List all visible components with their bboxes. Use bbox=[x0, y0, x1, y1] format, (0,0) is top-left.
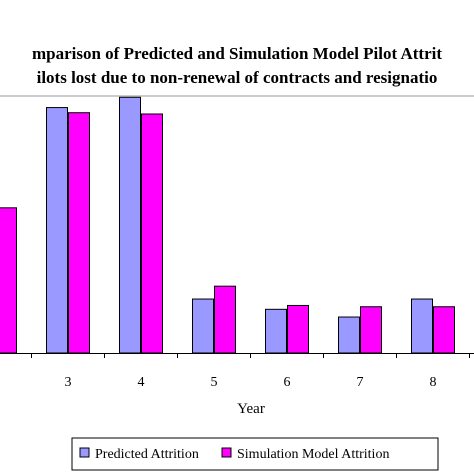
chart-title-line-1: mparison of Predicted and Simulation Mod… bbox=[32, 44, 442, 63]
bar-predicted-year-3 bbox=[46, 107, 68, 354]
legend-swatch-predicted bbox=[79, 447, 90, 458]
bar-simulation-year-8 bbox=[433, 306, 455, 354]
bar-simulation-year-3 bbox=[68, 112, 90, 354]
x-axis-tick-labels: 3456782 bbox=[65, 375, 437, 390]
bar-simulation-year-6 bbox=[287, 304, 309, 354]
bar-simulation-year-4 bbox=[141, 113, 163, 354]
bar-predicted-year-4 bbox=[119, 96, 141, 354]
x-tick-label-4: 4 bbox=[138, 375, 145, 390]
bar-predicted-year-8 bbox=[411, 298, 433, 354]
bar-predicted-year-5 bbox=[192, 298, 214, 354]
bar-simulation-year-7 bbox=[360, 306, 382, 354]
chart-title-line-2: ilots lost due to non-renewal of contrac… bbox=[37, 68, 438, 87]
x-axis-ticks bbox=[31, 353, 470, 358]
x-tick-label-3: 3 bbox=[65, 375, 72, 390]
x-tick-label-5: 5 bbox=[211, 375, 218, 390]
bar-predicted-year-7 bbox=[338, 316, 360, 354]
x-tick-label-6: 6 bbox=[284, 375, 291, 390]
bar-simulation-year-2 bbox=[0, 207, 17, 354]
legend-label-predicted: Predicted Attrition bbox=[95, 447, 199, 462]
bar-simulation-year-5 bbox=[214, 285, 236, 354]
legend: Predicted Attrition Simulation Model Att… bbox=[71, 437, 439, 471]
bar-predicted-year-6 bbox=[265, 308, 287, 354]
x-axis-title: Year bbox=[237, 401, 265, 417]
legend-box bbox=[71, 437, 439, 471]
x-tick-label-7: 7 bbox=[357, 375, 364, 390]
x-tick-label-8: 8 bbox=[430, 375, 437, 390]
legend-swatch-simulation bbox=[221, 447, 232, 458]
legend-label-simulation: Simulation Model Attrition bbox=[237, 447, 389, 462]
